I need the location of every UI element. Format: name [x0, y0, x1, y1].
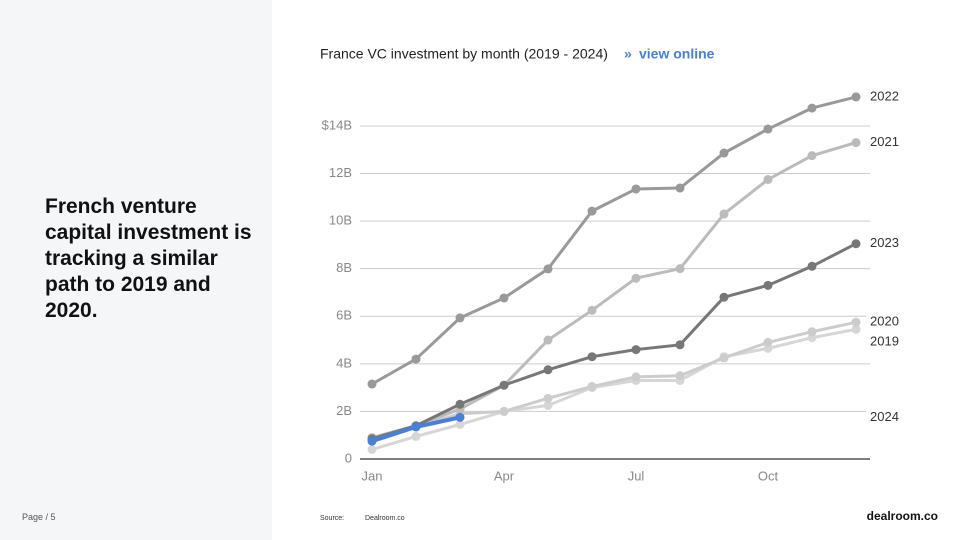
y-tick-label: 10B — [329, 213, 352, 228]
source: Dealroom.co — [365, 515, 405, 522]
source-label: Source: — [320, 515, 344, 522]
series-line — [371, 320, 857, 442]
y-tick-label: $14B — [322, 117, 352, 132]
series-label: 2020 — [870, 314, 899, 329]
x-tick-label: Oct — [758, 468, 779, 483]
y-tick-label: 6B — [336, 308, 352, 323]
series-line — [371, 95, 857, 386]
data-point — [851, 324, 861, 334]
data-point — [763, 174, 773, 184]
data-point — [807, 103, 817, 113]
data-point — [807, 327, 817, 337]
data-point — [543, 400, 553, 410]
series-line — [371, 141, 857, 440]
data-point — [455, 420, 465, 430]
headline: French venture capital investment is tra… — [45, 195, 252, 322]
y-tick-label: 12B — [329, 165, 352, 180]
data-point — [763, 124, 773, 134]
series-label: 2021 — [870, 134, 899, 149]
data-point — [499, 293, 509, 303]
y-tick-label: 0 — [345, 450, 352, 465]
data-point — [367, 444, 377, 454]
data-point — [543, 365, 553, 375]
data-point — [719, 353, 729, 363]
data-point — [631, 372, 641, 382]
data-point — [719, 148, 729, 158]
y-tick-label: 8B — [336, 260, 352, 275]
data-point — [675, 183, 685, 193]
label-bg — [866, 133, 906, 152]
data-point — [675, 371, 685, 381]
data-point — [455, 412, 465, 422]
data-point — [499, 406, 509, 416]
page-number: Page / 5 — [22, 512, 56, 522]
data-point — [675, 264, 685, 274]
label-bg — [866, 234, 906, 253]
data-point — [719, 209, 729, 219]
label-bg — [866, 408, 906, 427]
data-point — [587, 381, 597, 391]
data-point — [367, 436, 377, 446]
data-point — [719, 292, 729, 302]
data-point — [367, 379, 377, 389]
link-arrow: » — [624, 46, 632, 62]
side-panel: French venture capital investment is tra… — [0, 0, 272, 540]
data-point — [543, 264, 553, 274]
view-online-link[interactable]: view online — [639, 46, 715, 62]
data-point — [411, 431, 421, 441]
series-label: 2023 — [870, 235, 899, 250]
y-tick-label: 4B — [336, 355, 352, 370]
label-bg — [866, 333, 906, 352]
data-point — [763, 280, 773, 290]
data-point — [851, 138, 861, 148]
data-point — [763, 337, 773, 347]
label-bg — [866, 313, 906, 332]
data-point — [807, 261, 817, 271]
data-point — [631, 345, 641, 355]
series-label: 2022 — [870, 88, 899, 103]
data-point — [587, 206, 597, 216]
data-point — [851, 317, 861, 327]
brand: dealroom.co — [867, 509, 938, 523]
label-bg — [866, 87, 906, 106]
data-point — [675, 340, 685, 350]
data-point — [587, 352, 597, 362]
y-tick-label: 2B — [336, 403, 352, 418]
x-tick-label: Jan — [362, 468, 383, 483]
data-point — [851, 92, 861, 102]
series-line — [371, 327, 857, 451]
data-point — [455, 313, 465, 323]
data-point — [631, 273, 641, 283]
x-tick-label: Jul — [628, 468, 645, 483]
series-label: 2024 — [870, 409, 899, 424]
data-point — [587, 305, 597, 315]
series-label: 2019 — [870, 334, 899, 349]
data-point — [543, 393, 553, 403]
x-tick-label: Apr — [494, 468, 515, 483]
chart-title: France VC investment by month (2019 - 20… — [320, 46, 608, 62]
series-line — [371, 242, 857, 441]
data-point — [411, 422, 421, 432]
data-point — [411, 354, 421, 364]
data-point — [499, 380, 509, 390]
data-point — [631, 184, 641, 194]
data-point — [807, 151, 817, 161]
data-point — [851, 239, 861, 249]
data-point — [455, 399, 465, 409]
data-point — [543, 335, 553, 345]
